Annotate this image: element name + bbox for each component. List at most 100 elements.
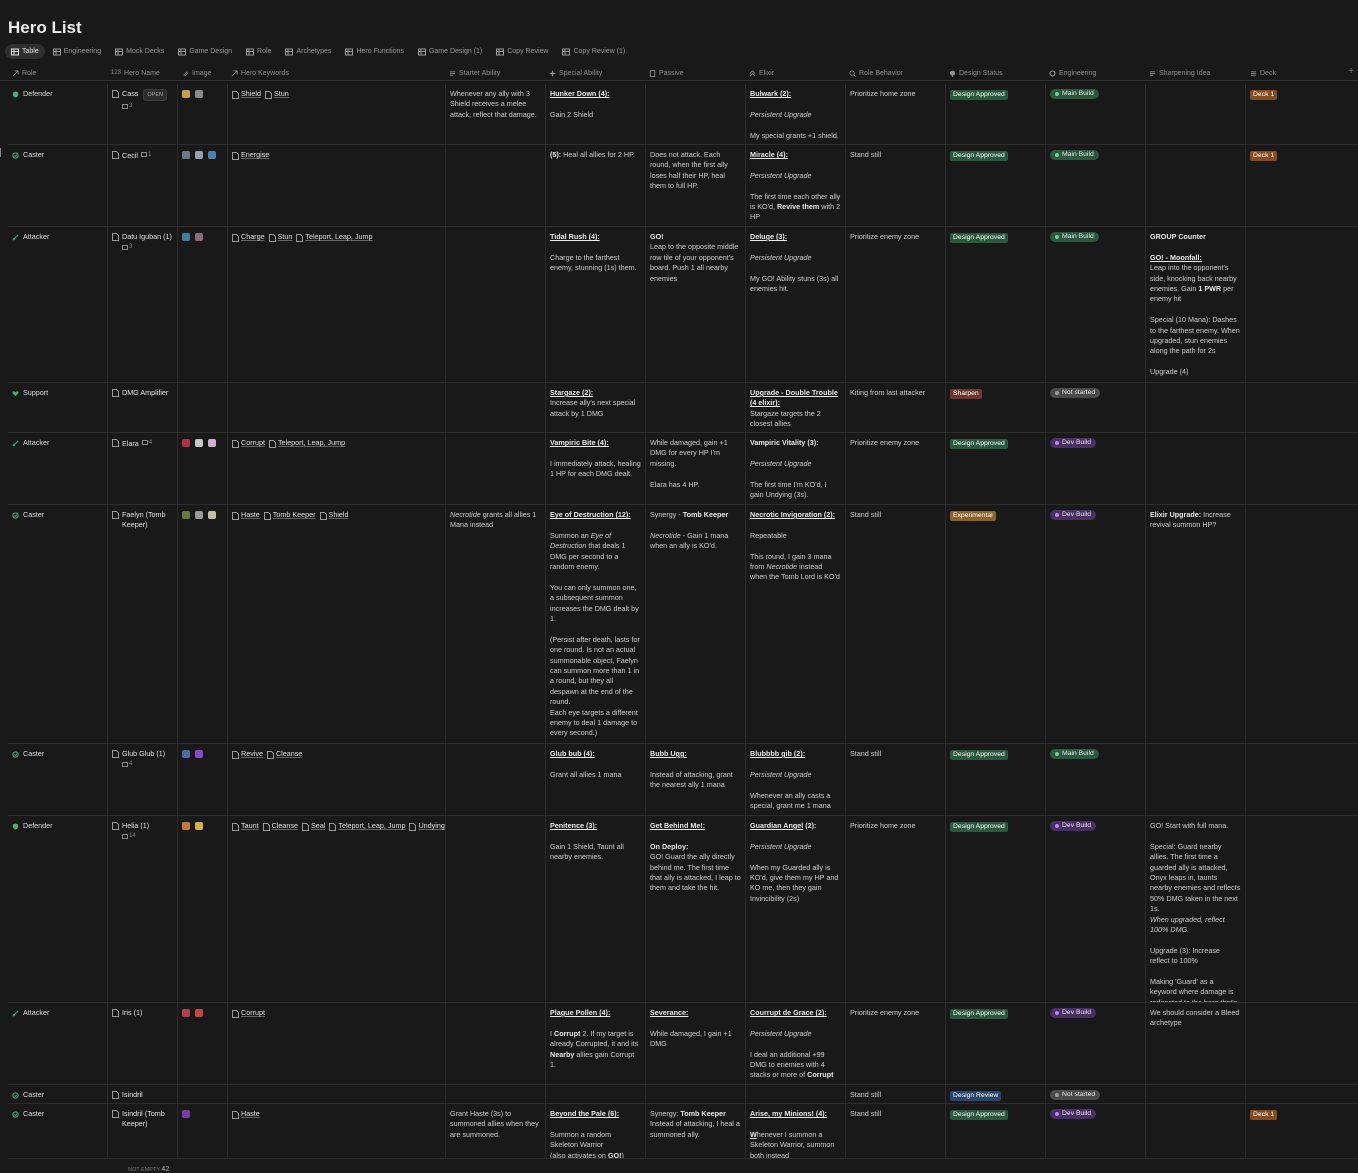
special-ability-cell[interactable]: Beyond the Pale (6): Summon a random Skel… bbox=[545, 1104, 645, 1158]
starter-ability-cell[interactable] bbox=[445, 433, 545, 504]
starter-ability-cell[interactable] bbox=[445, 816, 545, 1002]
design-status-cell[interactable]: Design Approved bbox=[945, 816, 1045, 1002]
role-cell[interactable]: Defender bbox=[8, 84, 107, 144]
elixir-cell[interactable]: Upgrade - Double Trouble (4 elixir): Star… bbox=[745, 383, 845, 432]
tab-copy-review[interactable]: Copy Review bbox=[490, 44, 554, 59]
status-badge[interactable]: Design Approved bbox=[950, 151, 1008, 161]
starter-ability-cell[interactable] bbox=[445, 1085, 545, 1103]
column-header-special-ability[interactable]: Special Ability bbox=[549, 66, 602, 80]
engineering-status-pill[interactable]: Main Build bbox=[1050, 749, 1099, 759]
role-chip[interactable]: Caster bbox=[12, 749, 103, 759]
hero-image-thumbnail[interactable] bbox=[208, 511, 216, 519]
hero-name-cell[interactable]: Faelyn (Tomb Keeper) bbox=[107, 505, 177, 743]
role-behavior-cell[interactable]: Stand still bbox=[845, 1104, 945, 1158]
status-badge[interactable]: Sharpen bbox=[950, 389, 982, 399]
deck-cell[interactable] bbox=[1245, 744, 1345, 815]
hero-image-thumbnail[interactable] bbox=[195, 439, 203, 447]
design-status-cell[interactable]: Design Approved bbox=[945, 84, 1045, 144]
hero-name-link[interactable]: Faelyn (Tomb Keeper) bbox=[112, 510, 173, 531]
starter-ability-cell[interactable] bbox=[445, 744, 545, 815]
keyword-link[interactable]: Cleanse bbox=[266, 749, 302, 759]
passive-cell[interactable] bbox=[645, 84, 745, 144]
engineering-cell[interactable]: Dev Build bbox=[1045, 433, 1145, 504]
hero-name-cell[interactable]: Iris (1) bbox=[107, 1003, 177, 1084]
sharpening-idea-cell[interactable] bbox=[1145, 1085, 1245, 1103]
deck-badge[interactable]: Deck 1 bbox=[1250, 1110, 1278, 1120]
passive-cell[interactable] bbox=[645, 383, 745, 432]
keyword-link[interactable]: Teleport, Leap, Jump bbox=[268, 438, 345, 448]
hero-image-thumbnail[interactable] bbox=[182, 1110, 190, 1118]
hero-keywords-cell[interactable]: Corrupt bbox=[227, 1003, 445, 1084]
role-behavior-cell[interactable]: Kiting from last attacker bbox=[845, 383, 945, 432]
passive-cell[interactable]: Severance: While damaged, I gain +1 DMG bbox=[645, 1003, 745, 1084]
table-row[interactable]: Caster Cecil 1 Energise (5): Heal all allies… bbox=[8, 145, 1358, 227]
deck-cell[interactable] bbox=[1245, 1003, 1345, 1084]
tab-mock-decks[interactable]: Mock Decks bbox=[109, 44, 170, 59]
role-cell[interactable]: Caster bbox=[8, 1104, 107, 1158]
elixir-cell[interactable]: Arise, my Minions! (4): Whenever I summon… bbox=[745, 1104, 845, 1158]
hero-name-link[interactable]: Helia (1) bbox=[112, 821, 173, 831]
column-header-design-status[interactable]: Design Status bbox=[949, 66, 1003, 80]
elixir-cell[interactable]: Miracle (4): Persistent Upgrade The first … bbox=[745, 145, 845, 226]
starter-ability-cell[interactable] bbox=[445, 383, 545, 432]
keyword-link[interactable]: Charge bbox=[232, 232, 265, 242]
role-behavior-cell[interactable]: Stand still bbox=[845, 505, 945, 743]
engineering-status-pill[interactable]: Dev Build bbox=[1050, 510, 1097, 520]
engineering-status-pill[interactable]: Not started bbox=[1050, 1090, 1101, 1100]
keyword-link[interactable]: Undying bbox=[409, 821, 445, 831]
role-chip[interactable]: Caster bbox=[12, 510, 103, 520]
special-ability-cell[interactable]: Glub bub (4): Grant all allies 1 mana bbox=[545, 744, 645, 815]
comment-count[interactable]: 4 bbox=[141, 438, 152, 448]
calculation-footer[interactable]: NOT EMPTY 42 bbox=[128, 1166, 169, 1173]
keyword-link[interactable]: Revive bbox=[232, 749, 263, 759]
keyword-link[interactable]: Stun bbox=[264, 89, 289, 99]
hero-name-cell[interactable]: Helia (1) 14 bbox=[107, 816, 177, 1002]
engineering-cell[interactable]: Not started bbox=[1045, 1085, 1145, 1103]
tab-table[interactable]: Table bbox=[5, 44, 45, 59]
engineering-cell[interactable]: Dev Build bbox=[1045, 1104, 1145, 1158]
deck-cell[interactable]: Deck 1 bbox=[1245, 145, 1345, 226]
table-row[interactable]: Caster Isindril (Tomb Keeper) Haste Grant H… bbox=[8, 1104, 1358, 1159]
elixir-cell[interactable] bbox=[745, 1085, 845, 1103]
keyword-link[interactable]: Corrupt bbox=[232, 438, 265, 448]
passive-cell[interactable]: Synergy - Tomb Keeper Necrotide - Gain 1 … bbox=[645, 505, 745, 743]
special-ability-cell[interactable] bbox=[545, 1085, 645, 1103]
role-behavior-cell[interactable]: Stand still bbox=[845, 145, 945, 226]
status-badge[interactable]: Design Approved bbox=[950, 1009, 1008, 1019]
special-ability-cell[interactable]: Hunker Down (4): Gain 2 Shield bbox=[545, 84, 645, 144]
passive-cell[interactable]: Get Behind Me!: On Deploy: GO! Guard the a… bbox=[645, 816, 745, 1002]
elixir-cell[interactable]: Blubbbb gib (2): Persistent Upgrade Whenev… bbox=[745, 744, 845, 815]
engineering-status-pill[interactable]: Main Build bbox=[1050, 150, 1099, 160]
elixir-cell[interactable]: Guardian Angel (2): Persistent Upgrade Whe… bbox=[745, 816, 845, 1002]
deck-cell[interactable] bbox=[1245, 505, 1345, 743]
role-cell[interactable]: Caster bbox=[8, 744, 107, 815]
hero-keywords-cell[interactable]: Haste bbox=[227, 1104, 445, 1158]
design-status-cell[interactable]: Design Approved bbox=[945, 744, 1045, 815]
status-badge[interactable]: Design Approved bbox=[950, 1110, 1008, 1120]
deck-cell[interactable] bbox=[1245, 1085, 1345, 1103]
engineering-status-pill[interactable]: Dev Build bbox=[1050, 438, 1097, 448]
hero-name-link[interactable]: Cecil 1 bbox=[112, 150, 173, 162]
special-ability-cell[interactable]: Vampiric Bite (4): I immediately attack, … bbox=[545, 433, 645, 504]
column-header-role[interactable]: Role bbox=[12, 66, 36, 80]
hero-keywords-cell[interactable]: Corrupt Teleport, Leap, Jump bbox=[227, 433, 445, 504]
role-behavior-cell[interactable]: Prioritize enemy zone bbox=[845, 433, 945, 504]
deck-cell[interactable]: Deck 1 bbox=[1245, 84, 1345, 144]
design-status-cell[interactable]: Sharpen bbox=[945, 383, 1045, 432]
design-status-cell[interactable]: Design Approved bbox=[945, 433, 1045, 504]
status-badge[interactable]: Design Approved bbox=[950, 233, 1008, 243]
keyword-link[interactable]: Teleport, Leap, Jump bbox=[296, 232, 373, 242]
tab-role[interactable]: Role bbox=[240, 44, 277, 59]
special-ability-cell[interactable]: Penitence (3): Gain 1 Shield, Taunt all n… bbox=[545, 816, 645, 1002]
deck-badge[interactable]: Deck 1 bbox=[1250, 90, 1278, 100]
hero-keywords-cell[interactable]: Shield Stun bbox=[227, 84, 445, 144]
image-cell[interactable] bbox=[177, 145, 227, 226]
tab-engineering[interactable]: Engineering bbox=[47, 44, 107, 59]
hero-image-thumbnail[interactable] bbox=[182, 822, 190, 830]
keyword-link[interactable]: Cleanse bbox=[262, 821, 298, 831]
role-cell[interactable]: Caster bbox=[8, 145, 107, 226]
sharpening-idea-cell[interactable] bbox=[1145, 433, 1245, 504]
deck-cell[interactable] bbox=[1245, 816, 1345, 1002]
row-drag-handle[interactable] bbox=[0, 148, 4, 157]
keyword-link[interactable]: Energise bbox=[232, 150, 269, 160]
